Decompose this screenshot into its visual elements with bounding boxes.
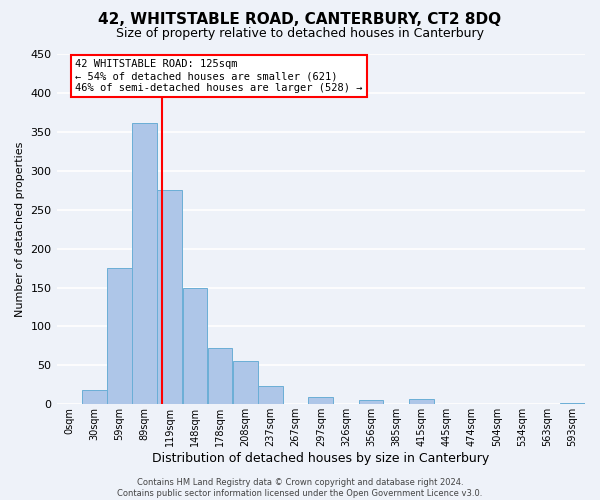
Bar [359,400,383,404]
Text: 42 WHITSTABLE ROAD: 125sqm
← 54% of detached houses are smaller (621)
46% of sem: 42 WHITSTABLE ROAD: 125sqm ← 54% of deta… [76,60,363,92]
Bar [409,399,434,404]
Text: Size of property relative to detached houses in Canterbury: Size of property relative to detached ho… [116,28,484,40]
Bar [182,288,207,405]
Text: 42, WHITSTABLE ROAD, CANTERBURY, CT2 8DQ: 42, WHITSTABLE ROAD, CANTERBURY, CT2 8DQ [98,12,502,28]
Bar [560,402,585,404]
Bar [107,268,132,404]
Bar [157,190,182,404]
Bar [208,348,232,405]
Text: Contains HM Land Registry data © Crown copyright and database right 2024.
Contai: Contains HM Land Registry data © Crown c… [118,478,482,498]
Bar [258,386,283,404]
X-axis label: Distribution of detached houses by size in Canterbury: Distribution of detached houses by size … [152,452,490,465]
Y-axis label: Number of detached properties: Number of detached properties [15,142,25,317]
Bar [308,396,333,404]
Bar [82,390,107,404]
Bar [132,122,157,404]
Bar [233,362,257,405]
